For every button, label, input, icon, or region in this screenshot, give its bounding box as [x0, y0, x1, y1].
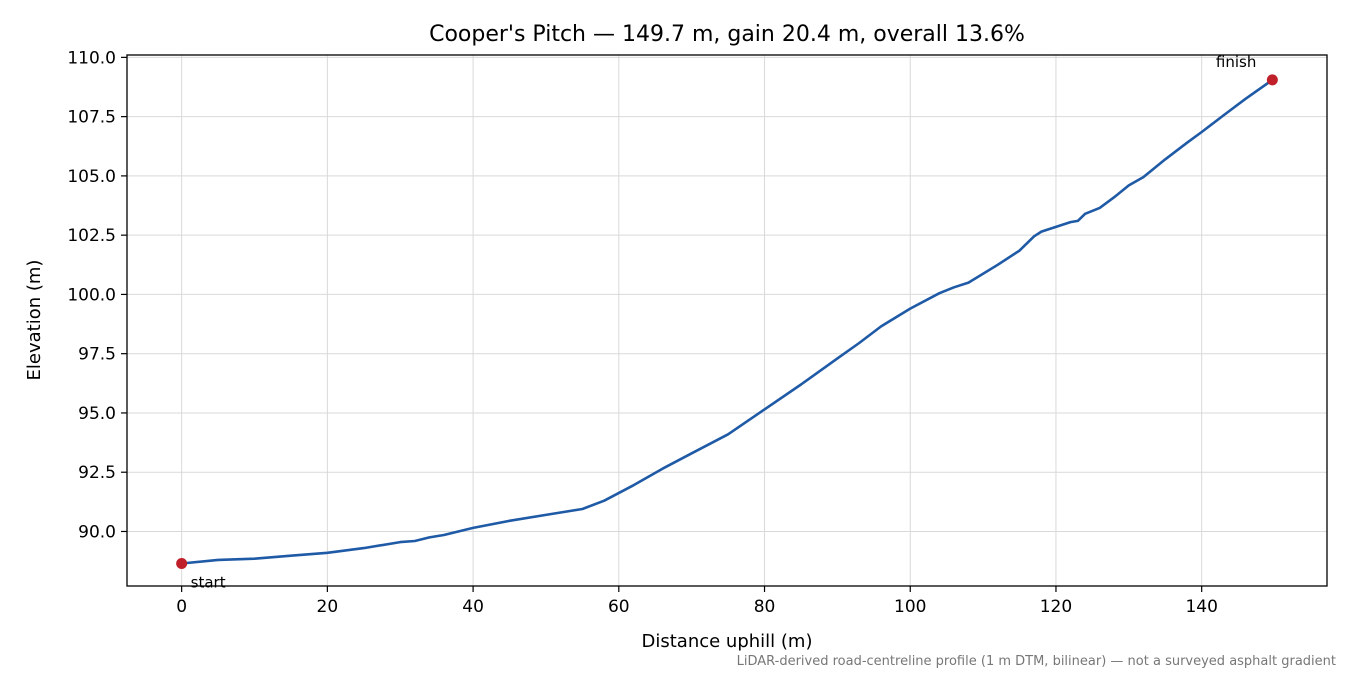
chart-title: Cooper's Pitch — 149.7 m, gain 20.4 m, o…	[429, 22, 1025, 47]
x-axis-label: Distance uphill (m)	[642, 631, 813, 652]
y-tick-label: 107.5	[67, 108, 116, 128]
y-tick-label: 105.0	[67, 167, 116, 187]
grid	[127, 55, 1327, 586]
y-tick-label: 90.0	[78, 522, 116, 542]
y-axis-label: Elevation (m)	[24, 260, 45, 381]
plot-area-frame	[126, 54, 1328, 587]
x-tick-label: 40	[462, 597, 484, 617]
x-tick-label: 100	[894, 597, 926, 617]
finish-marker	[1266, 74, 1278, 86]
finish-label: finish	[1216, 53, 1256, 71]
y-tick-label: 102.5	[67, 226, 116, 246]
start-marker	[176, 557, 188, 569]
x-tick-label: 60	[608, 597, 630, 617]
y-tick-label: 97.5	[78, 345, 116, 365]
x-tick-label: 140	[1185, 597, 1217, 617]
y-tick-label: 92.5	[78, 463, 116, 483]
x-tick-label: 80	[754, 597, 776, 617]
axis-ticks: 0 20 40 60 80 100 120 140 90.0 92.5 95.0 97.5 100.0 1…	[67, 48, 1218, 617]
elevation-line	[180, 78, 1274, 565]
footnote: LiDAR-derived road-centreline profile (1…	[737, 654, 1336, 669]
x-tick-label: 20	[317, 597, 339, 617]
start-label: start	[191, 573, 226, 591]
x-tick-label: 0	[176, 597, 187, 617]
y-tick-label: 110.0	[67, 48, 116, 68]
y-tick-label: 95.0	[78, 404, 116, 424]
y-tick-label: 100.0	[67, 285, 116, 305]
endpoint-markers: start finish	[176, 53, 1278, 591]
x-tick-label: 120	[1040, 597, 1072, 617]
